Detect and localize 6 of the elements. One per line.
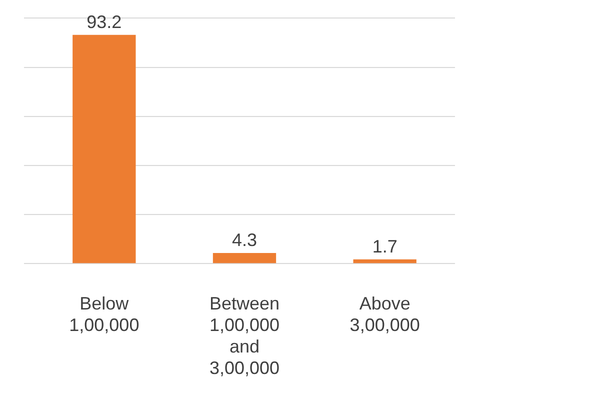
- x-tick-label: Above 3,00,000: [350, 293, 420, 335]
- data-label: 93.2: [86, 12, 122, 32]
- x-tick-label: Between 1,00,000 and 3,00,000: [209, 293, 280, 378]
- x-tick-label: Below 1,00,000: [69, 293, 140, 335]
- data-label: 4.3: [232, 230, 258, 250]
- data-label: 1.7: [372, 236, 398, 256]
